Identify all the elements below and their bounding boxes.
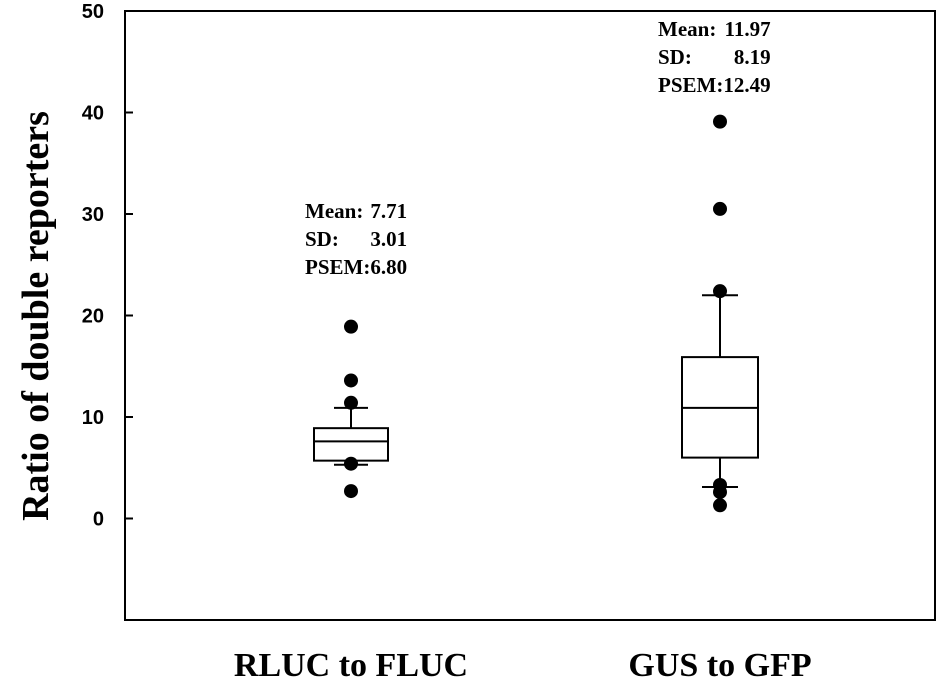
y-tick-label: 30 [82, 204, 104, 226]
stat-value: 7.71 [370, 199, 407, 223]
outlier-point [344, 395, 358, 410]
plot-frame [124, 10, 936, 621]
stat-label: SD: [658, 45, 692, 69]
category-label: RLUC to FLUC [234, 647, 468, 679]
y-axis-title: Ratio of double reporters [15, 111, 57, 521]
stat-label: PSEM: [305, 255, 370, 279]
outlier-point [344, 456, 358, 471]
stat-value: 12.49 [723, 73, 770, 97]
stat-value: 11.97 [724, 17, 770, 41]
outlier-point [713, 201, 727, 216]
y-tick-label: 0 [93, 509, 104, 531]
outlier-point [713, 284, 727, 299]
outlier-point [344, 484, 358, 499]
stat-label: Mean: [305, 199, 363, 223]
stat-label: SD: [305, 227, 339, 251]
outlier-point [344, 319, 358, 334]
y-tick-label: 40 [82, 103, 104, 125]
box-group: Mean: 11.97 SD: 8.19 PSEM: 12.49 [658, 17, 771, 513]
outlier-point [713, 478, 727, 493]
outlier-point [344, 373, 358, 388]
stat-value: 6.80 [370, 255, 407, 279]
outlier-point [713, 498, 727, 513]
outlier-point [713, 114, 727, 129]
y-tick-label: 10 [82, 407, 104, 429]
category-label: GUS to GFP [628, 647, 811, 679]
y-tick-label: 20 [82, 306, 104, 328]
stat-value: 8.19 [734, 45, 771, 69]
stat-label: PSEM: [658, 73, 723, 97]
y-axis: 0 10 20 30 40 50 [82, 1, 133, 531]
iqr-box [313, 427, 389, 462]
stat-label: Mean: [658, 17, 716, 41]
y-tick-label: 50 [82, 1, 104, 23]
category-labels: RLUC to FLUC GUS to GFP [234, 647, 812, 679]
stat-value: 3.01 [370, 227, 407, 251]
